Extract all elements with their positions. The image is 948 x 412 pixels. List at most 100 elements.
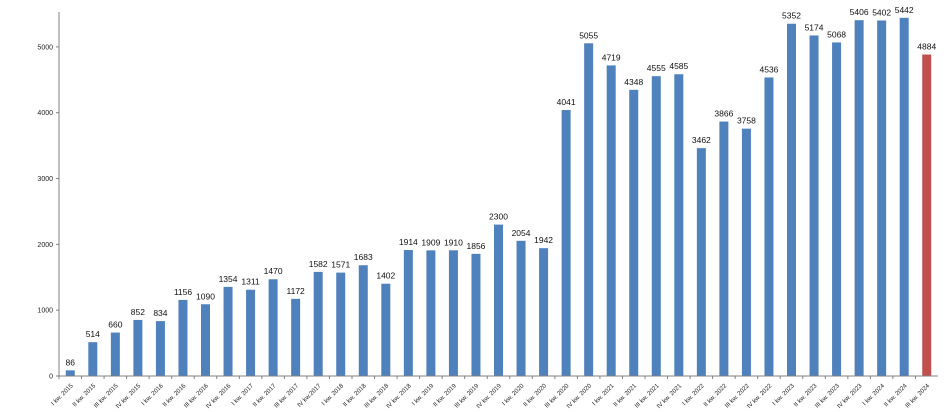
data-label: 1354 (219, 274, 238, 284)
data-labels: 86 514 660 852 834 1156 1090 1354 1311 1470 1172 15… (66, 5, 937, 368)
data-label: 5055 (579, 30, 598, 40)
bar (381, 283, 391, 376)
bar (448, 250, 458, 376)
data-label: 1172 (287, 286, 306, 296)
data-label: 514 (86, 329, 100, 339)
data-label: 1683 (354, 252, 373, 262)
data-label: 2300 (489, 212, 508, 222)
data-label: 1856 (467, 241, 486, 251)
data-label: 4585 (669, 61, 688, 71)
bar (268, 279, 278, 376)
x-tick-label: IV kw.2017 (296, 382, 323, 409)
x-tick-label: IV kw. 2020 (565, 382, 593, 410)
data-label: 1909 (421, 237, 440, 247)
bar (606, 65, 616, 377)
data-label: 4348 (624, 77, 643, 87)
bar (741, 128, 751, 376)
bar (178, 299, 188, 376)
data-label: 3866 (714, 109, 733, 119)
data-label: 1914 (399, 237, 418, 247)
bar (516, 240, 526, 376)
x-tick-label: IV kw. 2016 (205, 382, 233, 410)
bar (403, 250, 413, 376)
bar (674, 74, 684, 376)
data-label: 4041 (557, 97, 576, 107)
y-tick-label: 1000 (37, 308, 53, 315)
y-tick-label: 0 (49, 374, 53, 381)
data-label: 1942 (534, 235, 553, 245)
y-tick-label: 5000 (37, 44, 53, 51)
data-label: 1311 (241, 277, 260, 287)
bar (246, 289, 256, 376)
bar (65, 370, 75, 376)
data-label: 1582 (309, 259, 328, 269)
data-label: 3758 (737, 116, 756, 126)
bar (426, 250, 436, 376)
bar (336, 272, 346, 376)
bar (651, 76, 661, 376)
bar (471, 253, 481, 376)
bar (899, 17, 909, 377)
bar (696, 148, 706, 376)
bar (877, 20, 887, 376)
bar (764, 77, 774, 376)
bar (719, 121, 729, 376)
bar (133, 319, 143, 376)
bar (358, 265, 368, 376)
bar (539, 248, 549, 376)
data-label: 1090 (196, 291, 215, 301)
data-label: 4536 (760, 64, 779, 74)
bar (584, 43, 594, 376)
data-label: 5352 (782, 11, 801, 21)
bar (223, 286, 233, 376)
x-tick-label: IV kw. 2021 (656, 382, 684, 410)
bar (201, 304, 210, 376)
y-axis: 0 1000 2000 3000 4000 5000 (37, 12, 60, 381)
bar (110, 332, 120, 376)
data-label: 1402 (376, 271, 395, 281)
data-label: 1156 (174, 287, 193, 297)
bar (494, 224, 503, 376)
data-label: 3462 (692, 135, 711, 145)
bar (291, 298, 301, 376)
data-label: 5174 (805, 22, 824, 32)
x-tick-label: III kw. 2024 (904, 382, 931, 409)
bar (809, 35, 819, 376)
y-tick-label: 2000 (37, 242, 53, 249)
data-label: 660 (108, 320, 122, 330)
x-tick-label: IV kw. 2022 (746, 382, 774, 410)
y-tick-label: 3000 (37, 176, 53, 183)
bar (629, 89, 639, 377)
data-label: 1470 (264, 266, 283, 276)
bar (155, 321, 165, 376)
x-tick-label: III kw. 2017 (273, 382, 300, 409)
data-label: 5402 (872, 7, 891, 17)
data-label: 5406 (850, 7, 869, 17)
data-label: 1571 (331, 260, 350, 270)
data-label: 5068 (827, 29, 846, 39)
data-label: 834 (153, 308, 167, 318)
y-tick-label: 4000 (37, 110, 53, 117)
data-label: 86 (66, 357, 76, 367)
bar (922, 54, 932, 376)
x-tick-label: IV kw. 2018 (385, 382, 413, 410)
bar (787, 23, 796, 377)
bar (832, 42, 842, 377)
data-label: 4884 (917, 42, 936, 52)
data-label: 852 (131, 307, 145, 317)
data-label: 5442 (895, 5, 914, 15)
x-tick-label: IV kw. 2015 (115, 382, 143, 410)
bar (561, 110, 571, 377)
x-tick-label: IV kw. 2019 (475, 382, 503, 410)
data-label: 2054 (512, 228, 531, 238)
bar (88, 342, 98, 376)
x-tick-label: IV kw. 2023 (836, 382, 864, 410)
bar (854, 20, 864, 376)
data-label: 4719 (602, 52, 621, 62)
data-label: 4555 (647, 63, 666, 73)
bar (313, 271, 323, 376)
data-label: 1910 (444, 237, 463, 247)
bars (65, 17, 932, 377)
